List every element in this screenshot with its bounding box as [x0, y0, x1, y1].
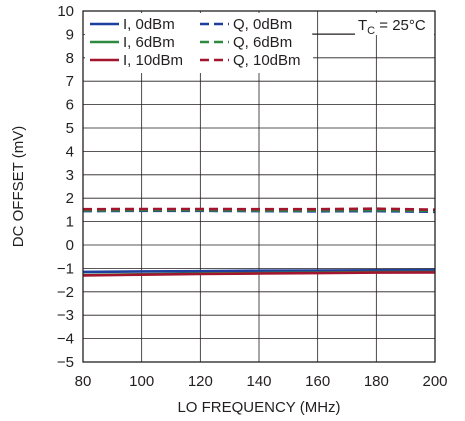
x-tick-label: 180	[364, 373, 389, 390]
y-tick-label: 8	[66, 50, 74, 67]
series-line	[82, 207, 436, 211]
y-tick-label: −2	[57, 284, 74, 301]
series-line	[82, 271, 436, 277]
y-tick-label: 6	[66, 97, 74, 114]
x-tick-label: 120	[188, 373, 213, 390]
legend: I, 0dBm Q, 0dBm I, 6dBm Q, 6dBm I, 10dBm Q, 1…	[85, 13, 313, 73]
legend-label: Q, 0dBm	[233, 16, 292, 33]
y-tick-label: 3	[66, 167, 74, 184]
y-tick-label: 10	[57, 3, 74, 20]
y-tick-label: −5	[57, 354, 74, 371]
annotation-value: = 25°C	[375, 17, 426, 34]
legend-label: I, 10dBm	[123, 52, 183, 69]
x-tick-label: 100	[129, 373, 154, 390]
y-tick-label: 7	[66, 73, 74, 90]
y-tick-label: −1	[57, 260, 74, 277]
y-tick-label: 1	[66, 214, 74, 231]
y-axis-title: DC OFFSET (mV)	[10, 126, 27, 247]
y-tick-label: 2	[66, 190, 74, 207]
temperature-annotation: TC = 25°C	[312, 13, 434, 37]
x-axis-title: LO FREQUENCY (MHz)	[177, 399, 340, 416]
x-tick-label: 140	[246, 373, 271, 390]
x-tick-label: 200	[422, 373, 447, 390]
legend-label: Q, 10dBm	[233, 52, 301, 69]
x-tick-label: 160	[305, 373, 330, 390]
annotation-t: T	[358, 17, 367, 34]
legend-label: I, 0dBm	[123, 16, 175, 33]
y-tick-label: −4	[57, 331, 74, 348]
annotation-subscript: C	[367, 25, 375, 37]
legend-label: Q, 6dBm	[233, 34, 292, 51]
annotation-text: TC = 25°C	[358, 17, 426, 37]
series-lines	[82, 207, 436, 277]
legend-label: I, 6dBm	[123, 34, 175, 51]
y-tick-label: −3	[57, 307, 74, 324]
tick-labels: −5 −4 −3 −2 −1 0 1 2 3 4 5 6 7 8 9 10 80 100 120 140 160 180 2…	[57, 3, 448, 390]
series-line	[82, 268, 436, 274]
x-tick-label: 80	[75, 373, 92, 390]
y-tick-label: 5	[66, 120, 74, 137]
y-tick-label: 0	[66, 237, 74, 254]
legend-box	[85, 13, 313, 73]
y-tick-label: 4	[66, 143, 74, 160]
plot-frame	[82, 10, 436, 363]
y-tick-label: 9	[66, 26, 74, 43]
annotation-box	[355, 13, 434, 35]
